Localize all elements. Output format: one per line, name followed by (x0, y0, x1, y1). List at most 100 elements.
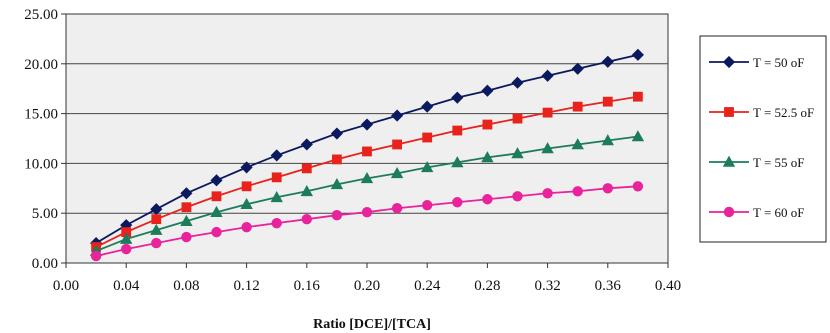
data-point (301, 213, 313, 225)
data-point (241, 181, 252, 192)
data-point (151, 237, 162, 249)
data-point (602, 96, 613, 107)
data-point (451, 91, 464, 104)
data-point (601, 55, 614, 68)
data-point (481, 84, 494, 97)
data-point (482, 194, 493, 205)
data-point (391, 109, 404, 122)
data-point (210, 174, 223, 187)
x-tick-label: 0.12 (233, 278, 259, 294)
data-point (270, 149, 283, 162)
data-point (180, 187, 193, 200)
data-point (511, 76, 524, 89)
legend-label: T = 50 oF (753, 55, 805, 70)
x-tick-label: 0.16 (294, 278, 321, 294)
data-point (541, 142, 554, 154)
legend: T = 50 oF T = 52.5 oF T = 55 oF T = 60 oF (699, 35, 827, 243)
data-point (421, 161, 434, 173)
data-point (90, 250, 102, 262)
series-3 (89, 130, 645, 256)
data-point (150, 223, 163, 235)
data-point (631, 130, 645, 142)
legend-marker (722, 55, 736, 69)
x-tick-label: 0.00 (53, 278, 79, 294)
data-point (181, 202, 192, 213)
data-point (422, 132, 433, 143)
legend-marker (723, 206, 735, 218)
legend-label: T = 60 oF (753, 205, 805, 220)
y-tick-label: 15.00 (24, 107, 58, 123)
data-point (511, 147, 524, 159)
data-point (542, 188, 553, 199)
data-point (542, 107, 553, 118)
data-point (512, 113, 523, 124)
data-point (390, 167, 404, 179)
x-tick-label: 0.28 (474, 278, 500, 294)
y-tick-label: 10.00 (24, 156, 58, 172)
x-tick-label: 0.40 (655, 278, 681, 294)
data-point (422, 200, 433, 211)
data-point (361, 207, 373, 218)
data-point (330, 127, 343, 140)
x-tick-label: 0.36 (595, 278, 622, 294)
x-axis-label: Ratio [DCE]/[TCA] (313, 317, 431, 332)
y-tick-label: 25.00 (24, 7, 58, 23)
data-point (541, 69, 554, 82)
data-point (331, 154, 342, 165)
data-point (572, 186, 583, 197)
data-point (632, 181, 644, 192)
x-tick-label: 0.32 (534, 278, 560, 294)
y-tick-label: 0.00 (32, 256, 58, 272)
data-point (362, 146, 372, 157)
x-tick-label: 0.20 (354, 278, 380, 294)
data-point (392, 139, 403, 150)
legend-entry: T = 52.5 oF (709, 105, 814, 120)
legend-label: T = 55 oF (753, 155, 805, 170)
data-point (300, 184, 313, 197)
data-point (300, 138, 313, 151)
data-point (452, 125, 463, 136)
series-2 (91, 91, 643, 252)
data-point (181, 231, 192, 243)
legend-entry: T = 60 oF (709, 205, 805, 220)
legend-marker (724, 107, 734, 117)
data-point (452, 197, 463, 208)
data-point (270, 190, 283, 203)
legend-entry: T = 55 oF (709, 155, 805, 170)
data-point (481, 151, 494, 163)
data-point (211, 191, 222, 202)
y-tick-label: 20.00 (24, 57, 58, 73)
x-tick-label: 0.08 (173, 278, 199, 294)
plot-area (65, 13, 669, 264)
data-point (601, 134, 614, 146)
data-point (421, 100, 434, 113)
x-tick-label: 0.24 (414, 278, 441, 294)
data-point (210, 205, 223, 218)
data-point (271, 172, 282, 183)
data-point (482, 119, 493, 130)
legend-label: T = 52.5 oF (753, 105, 814, 120)
data-point (240, 197, 253, 210)
x-axis-ticks: 0.00 0.04 0.08 0.12 0.16 0.20 0.24 0.28 0.32 0.36… (53, 263, 681, 294)
legend-box (699, 35, 827, 243)
data-point (271, 217, 282, 229)
data-point (571, 62, 584, 75)
x-tick-label: 0.04 (113, 278, 140, 294)
data-point (240, 161, 253, 174)
data-point (301, 163, 312, 174)
data-point (120, 232, 133, 244)
series-4 (90, 181, 644, 262)
data-point (360, 118, 374, 131)
data-point (211, 226, 222, 238)
data-point (360, 172, 374, 184)
data-point (631, 48, 644, 61)
data-point (602, 183, 614, 194)
series-group (89, 48, 645, 262)
data-point (571, 138, 584, 150)
data-point (241, 221, 252, 233)
data-point (633, 91, 643, 102)
data-point (120, 243, 132, 255)
legend-marker (722, 155, 736, 167)
data-point (451, 156, 464, 168)
